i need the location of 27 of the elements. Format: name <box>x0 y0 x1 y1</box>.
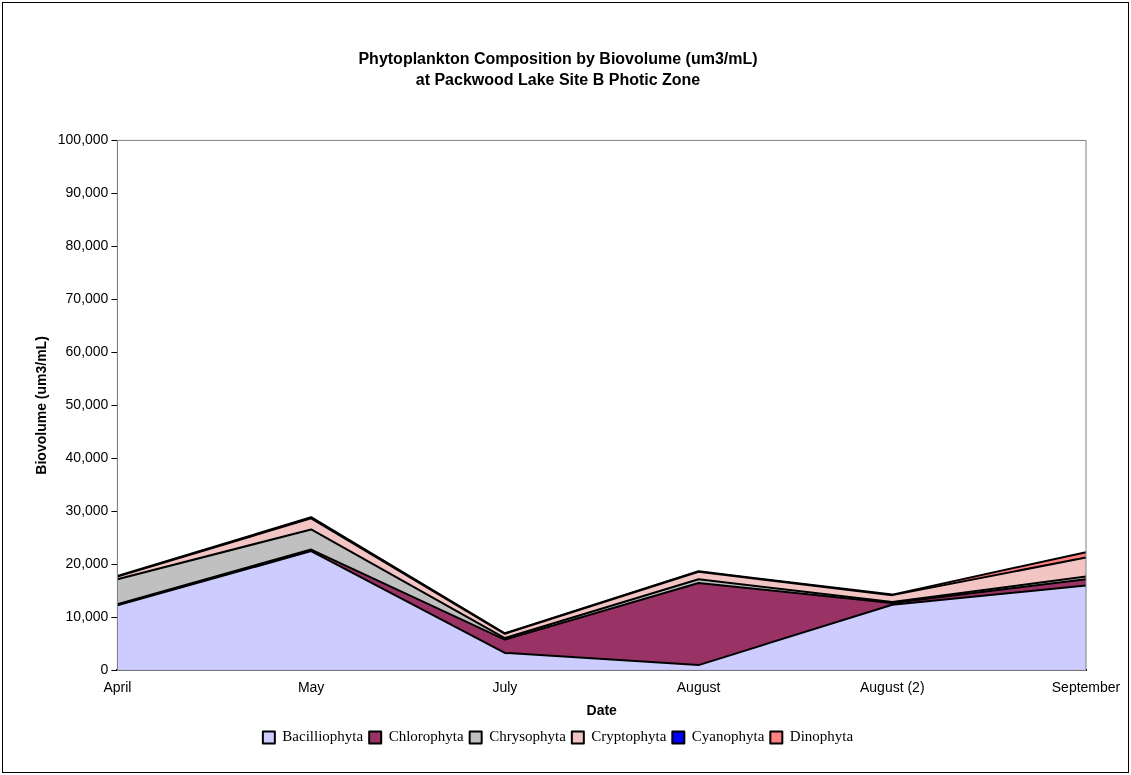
x-axis-title: Date <box>586 702 618 719</box>
legend-label: Bacilliophyta <box>282 728 364 745</box>
y-tick-label: 60,000 <box>65 343 109 360</box>
y-tick-label: 90,000 <box>65 184 109 201</box>
y-tick-label: 30,000 <box>65 502 109 519</box>
legend-label: Chlorophyta <box>388 728 465 745</box>
legend-label: Chrysophyta <box>489 728 567 745</box>
legend-label: Dinophyta <box>789 728 854 745</box>
legend-label: Cryptophyta <box>591 728 667 745</box>
y-tick-label: 70,000 <box>65 290 109 307</box>
legend-label: Cyanophyta <box>691 728 765 745</box>
x-tick-label: August <box>676 678 721 695</box>
x-tick-label: April <box>103 678 132 695</box>
chart-subtitle: at Packwood Lake Site B Photic Zone <box>415 71 701 89</box>
y-axis-title: Biovolume (um3/mL) <box>33 336 50 475</box>
x-tick-label: August (2) <box>859 678 925 695</box>
y-tick-label: 0 <box>100 661 109 678</box>
x-tick-label: May <box>297 678 325 695</box>
y-tick-label: 20,000 <box>65 555 109 572</box>
y-tick-label: 10,000 <box>65 608 109 625</box>
x-tick-label: September <box>1051 678 1121 695</box>
y-tick-label: 40,000 <box>65 449 109 466</box>
y-tick-label: 80,000 <box>65 237 109 254</box>
y-tick-label: 100,000 <box>57 131 109 148</box>
x-tick-label: July <box>492 678 518 695</box>
y-tick-label: 50,000 <box>65 396 109 413</box>
chart-title: Phytoplankton Composition by Biovolume (um3/mL) <box>358 50 758 68</box>
